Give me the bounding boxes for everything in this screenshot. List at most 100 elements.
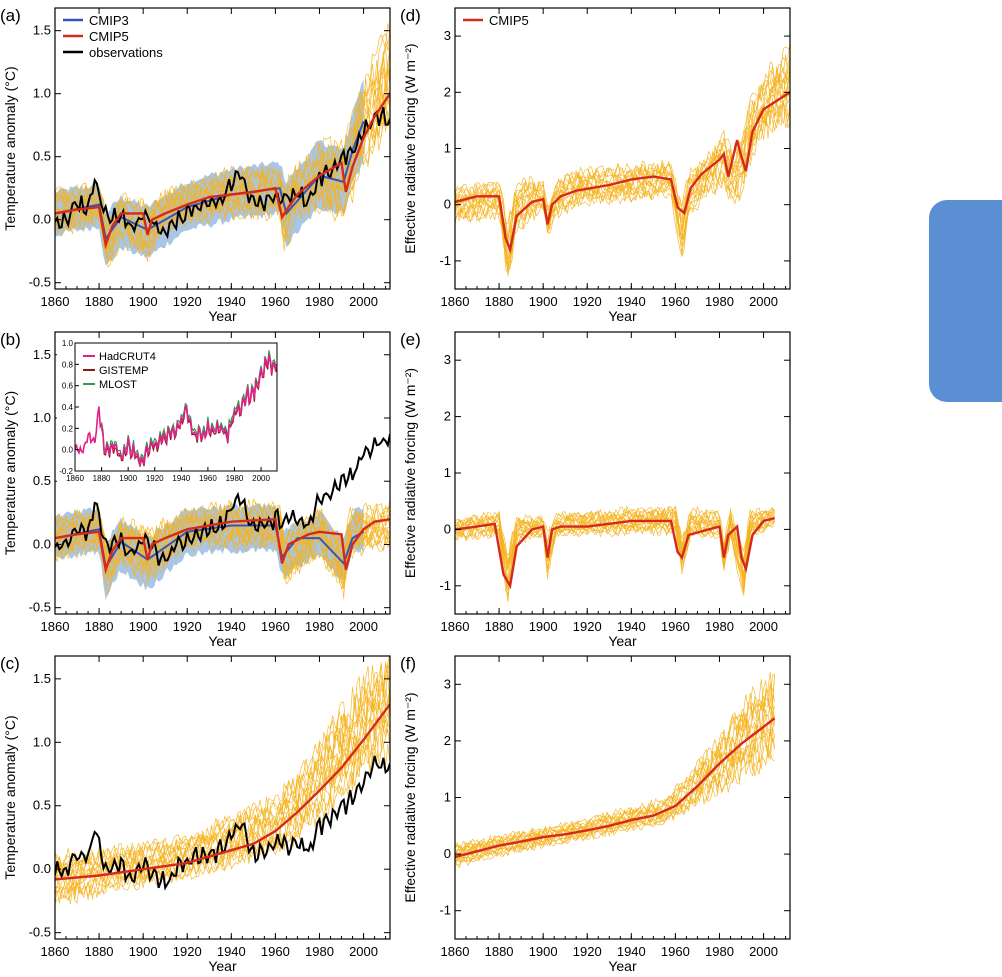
x-tick-label: 2000 bbox=[349, 294, 378, 309]
y-axis-label: Effective radiative forcing (W m⁻²) bbox=[402, 692, 418, 902]
y-tick-label: 1.0 bbox=[33, 410, 51, 425]
x-tick-label: 2000 bbox=[349, 944, 378, 959]
x-tick-label: 1900 bbox=[529, 944, 558, 959]
legend-entry: CMIP5 bbox=[489, 13, 529, 28]
x-tick-label: 1980 bbox=[705, 294, 734, 309]
panel-a: 1860 1880 1900 1920 1940 1960 1980 2000 -0.5 0.0 0… bbox=[0, 6, 391, 324]
x-tick-label: 2000 bbox=[749, 619, 778, 634]
x-tick-label: 1880 bbox=[485, 619, 514, 634]
ensemble-member-line bbox=[455, 505, 775, 566]
y-tick-label: 0.0 bbox=[33, 212, 51, 227]
hadcrut4-line bbox=[75, 354, 277, 467]
legend-entry: CMIP5 bbox=[89, 29, 129, 44]
cmip5-mean-line bbox=[455, 717, 776, 859]
x-tick-label: 1980 bbox=[705, 619, 734, 634]
x-tick-label: 1960 bbox=[661, 619, 690, 634]
inset-x-tick-label: 1940 bbox=[172, 474, 190, 483]
cmip5-mean-line bbox=[55, 703, 390, 881]
x-axis-label: Year bbox=[608, 308, 637, 324]
ensemble-member-line bbox=[55, 26, 390, 233]
y-tick-label: 1.5 bbox=[33, 23, 51, 38]
inset-y-tick-label: 0.6 bbox=[62, 382, 74, 391]
y-axis-label: Effective radiative forcing (W m⁻²) bbox=[402, 368, 418, 578]
side-tab[interactable] bbox=[929, 200, 1002, 402]
y-tick-label: 3 bbox=[444, 352, 451, 367]
inset-x-tick-label: 1860 bbox=[66, 474, 84, 483]
inset-x-tick-label: 2000 bbox=[252, 474, 270, 483]
y-tick-label: -1 bbox=[439, 578, 451, 593]
ensemble-member-line bbox=[55, 529, 390, 589]
y-axis-label: Temperature anomaly (°C) bbox=[2, 391, 18, 555]
ensemble-member-line bbox=[455, 93, 790, 271]
ensemble-member-line bbox=[455, 93, 790, 276]
y-tick-label: 2 bbox=[444, 409, 451, 424]
x-tick-label: 1920 bbox=[573, 619, 602, 634]
x-tick-label: 1940 bbox=[217, 944, 246, 959]
x-tick-label: 1880 bbox=[485, 944, 514, 959]
y-tick-label: 0 bbox=[444, 521, 451, 536]
y-tick-label: 2 bbox=[444, 84, 451, 99]
panel-label: (b) bbox=[0, 330, 21, 349]
ensemble-member-line bbox=[55, 79, 390, 259]
x-tick-label: 1860 bbox=[41, 944, 70, 959]
x-tick-label: 1940 bbox=[617, 944, 646, 959]
ensemble-member-line bbox=[455, 690, 775, 856]
plot-area-c bbox=[55, 656, 390, 905]
panel-b: 1860 1880 1900 1920 1940 1960 1980 2000 -0.5 0.0 0… bbox=[0, 330, 391, 649]
observations-line bbox=[55, 433, 390, 566]
ensemble-member-line bbox=[455, 700, 775, 856]
ensemble-member-line bbox=[455, 62, 790, 260]
ensemble-member-line bbox=[455, 53, 790, 238]
inset-x-tick-label: 1900 bbox=[119, 474, 137, 483]
legend-entry: observations bbox=[89, 45, 163, 60]
inset-x-tick-label: 1880 bbox=[93, 474, 111, 483]
y-tick-label: 0.5 bbox=[33, 798, 51, 813]
x-axis-label: Year bbox=[608, 958, 637, 974]
y-tick-label: 0 bbox=[444, 197, 451, 212]
inset-y-tick-label: 1.0 bbox=[62, 339, 74, 348]
inset-background bbox=[57, 340, 281, 486]
y-tick-label: 1 bbox=[444, 141, 451, 156]
y-axis-label: Temperature anomaly (°C) bbox=[2, 66, 18, 230]
panel-label: (f) bbox=[400, 654, 416, 673]
y-tick-label: 2 bbox=[444, 733, 451, 748]
plot-area-f bbox=[455, 671, 776, 869]
panel-e: 1860 1880 1900 1920 1940 1960 1980 2000 -1 0 1 2 3 Ye… bbox=[400, 330, 791, 649]
x-tick-label: 1960 bbox=[661, 294, 690, 309]
x-axis-label: Year bbox=[608, 633, 637, 649]
y-tick-label: 1.5 bbox=[33, 347, 51, 362]
inset-x-tick-label: 1960 bbox=[199, 474, 217, 483]
x-tick-label: 1880 bbox=[485, 294, 514, 309]
panel-label: (c) bbox=[0, 654, 20, 673]
plot-frame bbox=[54, 331, 391, 615]
ensemble-member-line bbox=[455, 673, 775, 852]
y-axis-label: Effective radiative forcing (W m⁻²) bbox=[402, 43, 418, 253]
inset-legend-entry: MLOST bbox=[99, 379, 137, 391]
y-tick-label: 0.5 bbox=[33, 149, 51, 164]
plot-area-a bbox=[55, 23, 390, 268]
y-tick-label: 1 bbox=[444, 465, 451, 480]
ensemble-member-line bbox=[455, 699, 775, 857]
y-axis-label: Temperature anomaly (°C) bbox=[2, 715, 18, 879]
y-tick-label: -1 bbox=[439, 903, 451, 918]
panel-label: (e) bbox=[400, 330, 421, 349]
y-tick-label: 3 bbox=[444, 676, 451, 691]
ensemble-member-line bbox=[455, 671, 775, 849]
ensemble-member-line bbox=[455, 674, 775, 852]
x-tick-label: 1860 bbox=[441, 944, 470, 959]
x-tick-label: 1900 bbox=[129, 944, 158, 959]
x-tick-label: 1940 bbox=[217, 619, 246, 634]
x-axis-label: Year bbox=[208, 633, 237, 649]
x-tick-label: 1880 bbox=[85, 294, 114, 309]
inset-chart: 1860 1880 1900 1920 1940 1960 1980 2000 -0.2 0.0 0… bbox=[57, 339, 281, 486]
ensemble-member-line bbox=[455, 42, 790, 243]
x-tick-label: 1900 bbox=[129, 294, 158, 309]
panel-c: 1860 1880 1900 1920 1940 1960 1980 2000 -0.5 0.0 0… bbox=[0, 654, 391, 974]
inset-legend-entry: HadCRUT4 bbox=[99, 351, 156, 363]
x-tick-label: 1920 bbox=[573, 944, 602, 959]
x-tick-label: 1860 bbox=[441, 619, 470, 634]
x-axis-label: Year bbox=[208, 308, 237, 324]
y-tick-label: 3 bbox=[444, 28, 451, 43]
observations-line bbox=[55, 106, 390, 240]
y-tick-label: 0.5 bbox=[33, 473, 51, 488]
